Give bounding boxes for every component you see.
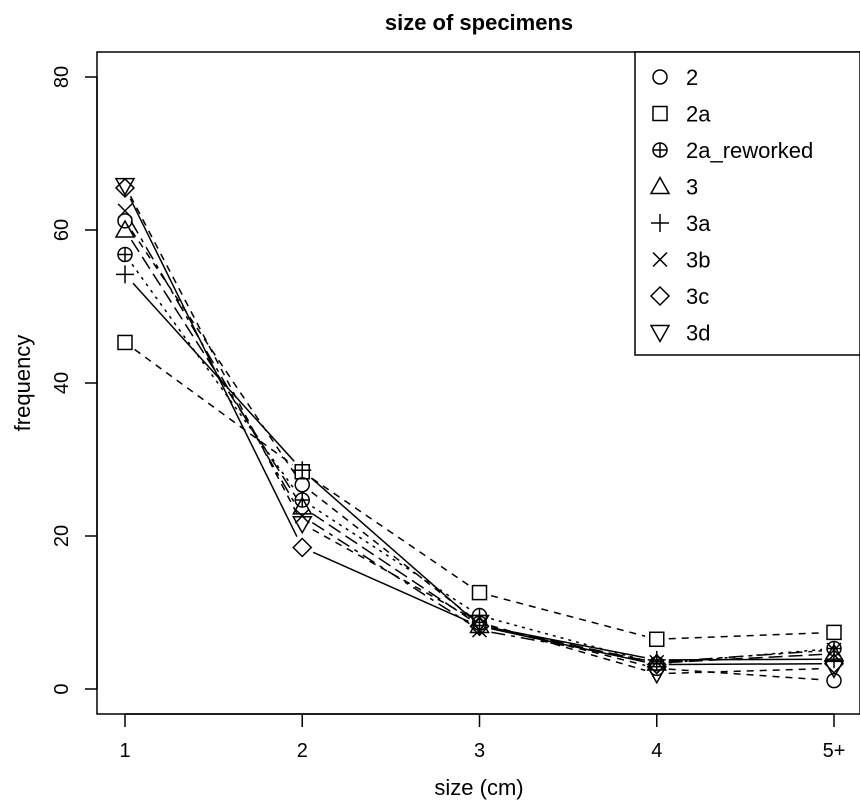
data-point [825, 650, 843, 669]
series-lines [129, 195, 823, 681]
series-line-segment [311, 505, 470, 610]
x-tick-label: 1 [119, 740, 130, 762]
series-line-segment [668, 632, 823, 640]
legend-label: 3c [686, 284, 709, 309]
series-line-segment [668, 658, 823, 661]
legend-label: 2a [686, 102, 711, 127]
data-point [646, 652, 668, 671]
data-point [294, 476, 310, 493]
y-tick-label: 20 [51, 525, 73, 547]
chart-title: size of specimens [385, 10, 573, 35]
y-tick-label: 0 [51, 683, 73, 694]
x-axis: 1 2 3 4 5+ [119, 713, 846, 762]
series-line-segment [131, 263, 296, 491]
series-line-segment [668, 663, 823, 666]
x-axis-label: size (cm) [434, 775, 523, 800]
legend-marker [652, 105, 668, 122]
data-point [291, 496, 313, 515]
x-tick-label: 2 [297, 740, 308, 762]
data-point [117, 246, 133, 263]
legend-label: 3 [686, 175, 698, 200]
legend-label: 2 [686, 65, 698, 90]
series-line-segment [668, 667, 823, 675]
series-markers [114, 177, 845, 689]
series-line-segment [132, 282, 295, 462]
series-line-segment [129, 198, 298, 538]
series-line-segment [134, 348, 293, 466]
data-point [823, 660, 845, 679]
y-axis: 0 20 40 60 80 [51, 66, 98, 695]
data-point [469, 614, 490, 633]
data-point [471, 584, 488, 601]
data-point [647, 650, 666, 669]
x-tick-label: 4 [651, 740, 662, 762]
legend-label: 3b [686, 248, 710, 273]
data-point [826, 642, 842, 658]
y-tick-label: 40 [51, 372, 73, 394]
series-line-segment [491, 627, 646, 659]
legend-marker [649, 324, 671, 344]
series-line-segment [312, 551, 469, 623]
series-line-segment [311, 512, 470, 620]
legend-marker [652, 142, 668, 158]
data-point [294, 492, 311, 508]
series-line-segment [668, 653, 823, 664]
series-line-segment [311, 521, 470, 625]
series-line-segment [311, 477, 471, 587]
legend-box [634, 51, 860, 356]
data-point [293, 461, 312, 480]
series-line-segment [129, 195, 298, 514]
data-point [114, 177, 136, 197]
y-tick-label: 60 [51, 219, 73, 241]
y-axis-label: frequency [10, 335, 35, 432]
data-point [114, 219, 136, 238]
x-tick-label: 3 [474, 740, 485, 762]
legend-marker [652, 251, 668, 268]
series-line-segment [491, 628, 646, 663]
data-point [292, 537, 313, 558]
series-line-segment [312, 528, 470, 618]
legend-marker [649, 285, 671, 307]
data-point [117, 334, 133, 351]
legend-marker [651, 214, 669, 232]
series-line-segment [310, 477, 471, 619]
series-line-segment [131, 230, 297, 476]
series-line-segment [491, 631, 646, 661]
series-line-segment [668, 668, 823, 681]
data-point [469, 616, 490, 637]
data-point [649, 631, 665, 648]
legend: 2 2a 2a_reworked 3 3a 3b 3c 3d [634, 51, 860, 356]
data-point [291, 516, 313, 535]
legend-label: 3a [686, 211, 711, 236]
legend-marker [649, 175, 671, 195]
series-line-segment [490, 594, 646, 637]
data-point [646, 665, 668, 685]
x-tick-label: 5+ [823, 740, 846, 762]
series-line-segment [490, 625, 646, 672]
legend-label: 3d [686, 321, 710, 346]
data-point [117, 203, 133, 219]
series-line-segment [668, 650, 823, 663]
data-point [646, 654, 667, 675]
series-line-segment [490, 617, 646, 662]
y-tick-label: 80 [51, 66, 73, 88]
legend-label: 2a_reworked [686, 138, 813, 163]
data-point [116, 265, 134, 284]
data-point [826, 672, 842, 689]
data-point [826, 624, 842, 641]
legend-marker [652, 69, 668, 85]
series-line-segment [130, 220, 297, 507]
data-point [117, 213, 133, 229]
